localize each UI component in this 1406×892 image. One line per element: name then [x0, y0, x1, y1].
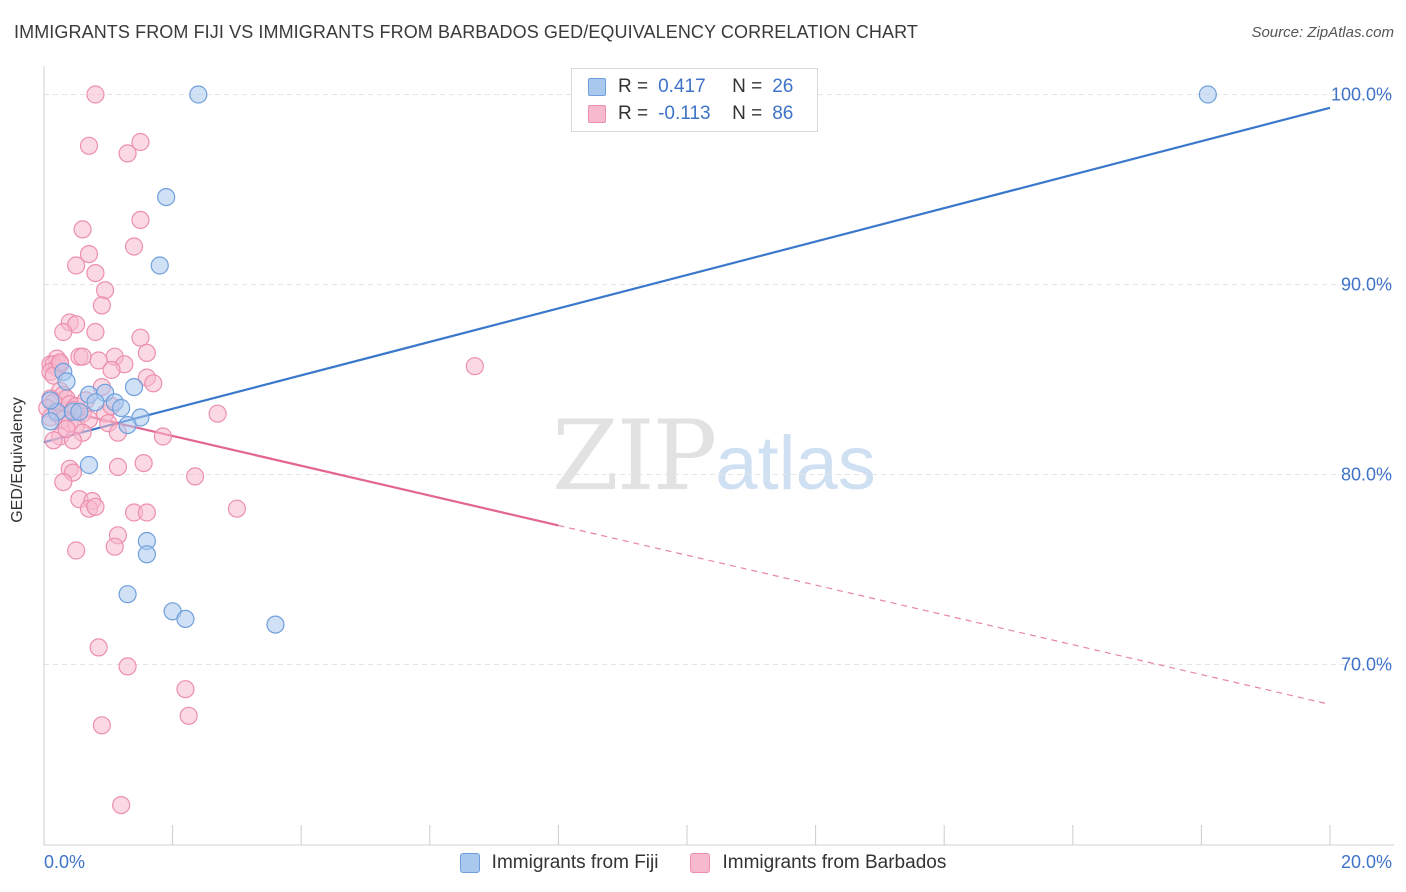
- fiji-point-9: [86, 393, 105, 412]
- fiji-point-24: [266, 615, 285, 634]
- barbados-point-2: [79, 136, 99, 155]
- axis-layer: [43, 66, 1394, 846]
- y-tick-label-80: 80.0%: [1340, 464, 1392, 484]
- barbados-point-79: [179, 706, 198, 725]
- fiji-n-label: N =: [732, 76, 763, 97]
- chart-title: IMMIGRANTS FROM FIJI VS IMMIGRANTS FROM …: [14, 22, 918, 42]
- barbados-point-1: [131, 132, 150, 152]
- legend-swatch-fiji: [459, 853, 480, 873]
- barbados-r-value: -0.113: [658, 103, 711, 124]
- legend-label-fiji: Immigrants from Fiji: [491, 852, 659, 873]
- barbados-point-4: [131, 210, 150, 229]
- stats-row-barbados: R = -0.113 N = 86: [588, 101, 793, 127]
- barbados-point-8: [67, 256, 86, 275]
- fiji-point-18: [79, 455, 99, 475]
- fiji-point-6: [124, 378, 144, 397]
- y-axis-label: GED/Equivalency: [9, 397, 26, 523]
- zipatlas-watermark: ZIPatlas: [552, 400, 876, 512]
- stats-row-fiji: R = 0.417 N = 26: [588, 74, 793, 100]
- legend-swatch-barbados: [690, 853, 711, 873]
- barbados-point-78: [176, 680, 195, 699]
- trend-layer: [43, 106, 1331, 705]
- barbados-point-48: [208, 404, 227, 423]
- chart-legend: Immigrants from Fiji Immigrants from Bar…: [0, 852, 1406, 874]
- fiji-point-5: [57, 372, 76, 391]
- grid-layer: [44, 94, 1394, 665]
- barbados-point-15: [86, 322, 105, 342]
- fiji-point-1: [1198, 85, 1217, 104]
- fiji-point-23: [176, 609, 195, 629]
- barbados-point-80: [92, 716, 111, 735]
- barbados-point-9: [86, 264, 105, 283]
- fiji-point-25: [41, 391, 60, 410]
- fiji-point-16: [41, 412, 60, 431]
- barbados-point-82: [57, 419, 76, 438]
- legend-item-barbados[interactable]: Immigrants from Barbados: [690, 852, 946, 874]
- barbados-n-label: N =: [732, 103, 763, 124]
- barbados-point-29: [465, 357, 484, 376]
- barbados-point-6: [124, 237, 144, 256]
- legend-label-barbados: Immigrants from Barbados: [722, 852, 947, 873]
- barbados-point-16: [131, 328, 150, 347]
- chart-source: Source: ZipAtlas.com: [1251, 24, 1394, 41]
- barbados-point-18: [73, 347, 92, 366]
- barbados-point-0: [86, 85, 105, 104]
- barbados-point-81: [112, 795, 131, 815]
- y-tick-label-100: 100.0%: [1330, 84, 1392, 104]
- fiji-point-20: [137, 545, 156, 564]
- fiji-trend-line: [43, 106, 1331, 444]
- barbados-point-22: [89, 351, 108, 370]
- barbados-point-75: [67, 541, 86, 560]
- watermark-atlas: atlas: [715, 421, 876, 506]
- barbados-point-7: [79, 245, 99, 264]
- fiji-point-0: [189, 85, 208, 104]
- barbados-point-65: [54, 473, 73, 492]
- barbados-point-64: [186, 467, 205, 486]
- barbados-point-74: [105, 537, 124, 556]
- y-tick-label-70: 70.0%: [1340, 654, 1392, 674]
- barbados-point-33: [144, 374, 163, 393]
- barbados-point-10: [95, 281, 115, 300]
- y-tick-label-90: 90.0%: [1340, 274, 1392, 294]
- barbados-point-11: [92, 296, 111, 315]
- barbados-n-value: 86: [772, 103, 794, 124]
- fiji-point-21: [118, 585, 137, 604]
- point-layer: [38, 85, 1217, 815]
- barbados-point-72: [227, 499, 246, 518]
- barbados-point-77: [118, 657, 137, 676]
- barbados-point-20: [137, 343, 156, 362]
- barbados-point-57: [153, 427, 173, 446]
- fiji-r-label: R =: [618, 76, 649, 97]
- correlation-stats-box: R = 0.417 N = 26 R = -0.113 N = 86: [571, 68, 818, 132]
- legend-item-fiji[interactable]: Immigrants from Fiji: [459, 852, 659, 874]
- barbados-point-71: [137, 503, 156, 522]
- fiji-swatch: [588, 78, 606, 96]
- fiji-point-11: [112, 398, 131, 418]
- barbados-trend-extrapolated: [558, 524, 1331, 705]
- barbados-point-61: [108, 457, 128, 476]
- barbados-point-76: [89, 638, 108, 657]
- fiji-n-value: 26: [772, 76, 794, 97]
- barbados-r-label: R =: [618, 103, 649, 124]
- barbados-point-3: [118, 144, 137, 163]
- fiji-point-2: [157, 188, 176, 207]
- fiji-point-3: [150, 256, 169, 275]
- barbados-point-14: [54, 322, 73, 342]
- barbados-swatch: [588, 105, 606, 123]
- x-tick-label-max: 20.0%: [1340, 852, 1392, 872]
- barbados-point-58: [44, 431, 63, 450]
- barbados-point-5: [73, 220, 92, 239]
- fiji-r-value: 0.417: [658, 76, 706, 97]
- barbados-point-60: [134, 454, 153, 473]
- watermark-zip: ZIP: [552, 400, 717, 512]
- x-tick-label-min: 0.0%: [44, 852, 86, 872]
- fiji-point-17: [118, 416, 137, 435]
- barbados-point-28: [102, 360, 121, 380]
- barbados-point-69: [86, 497, 105, 516]
- fiji-point-14: [70, 402, 89, 421]
